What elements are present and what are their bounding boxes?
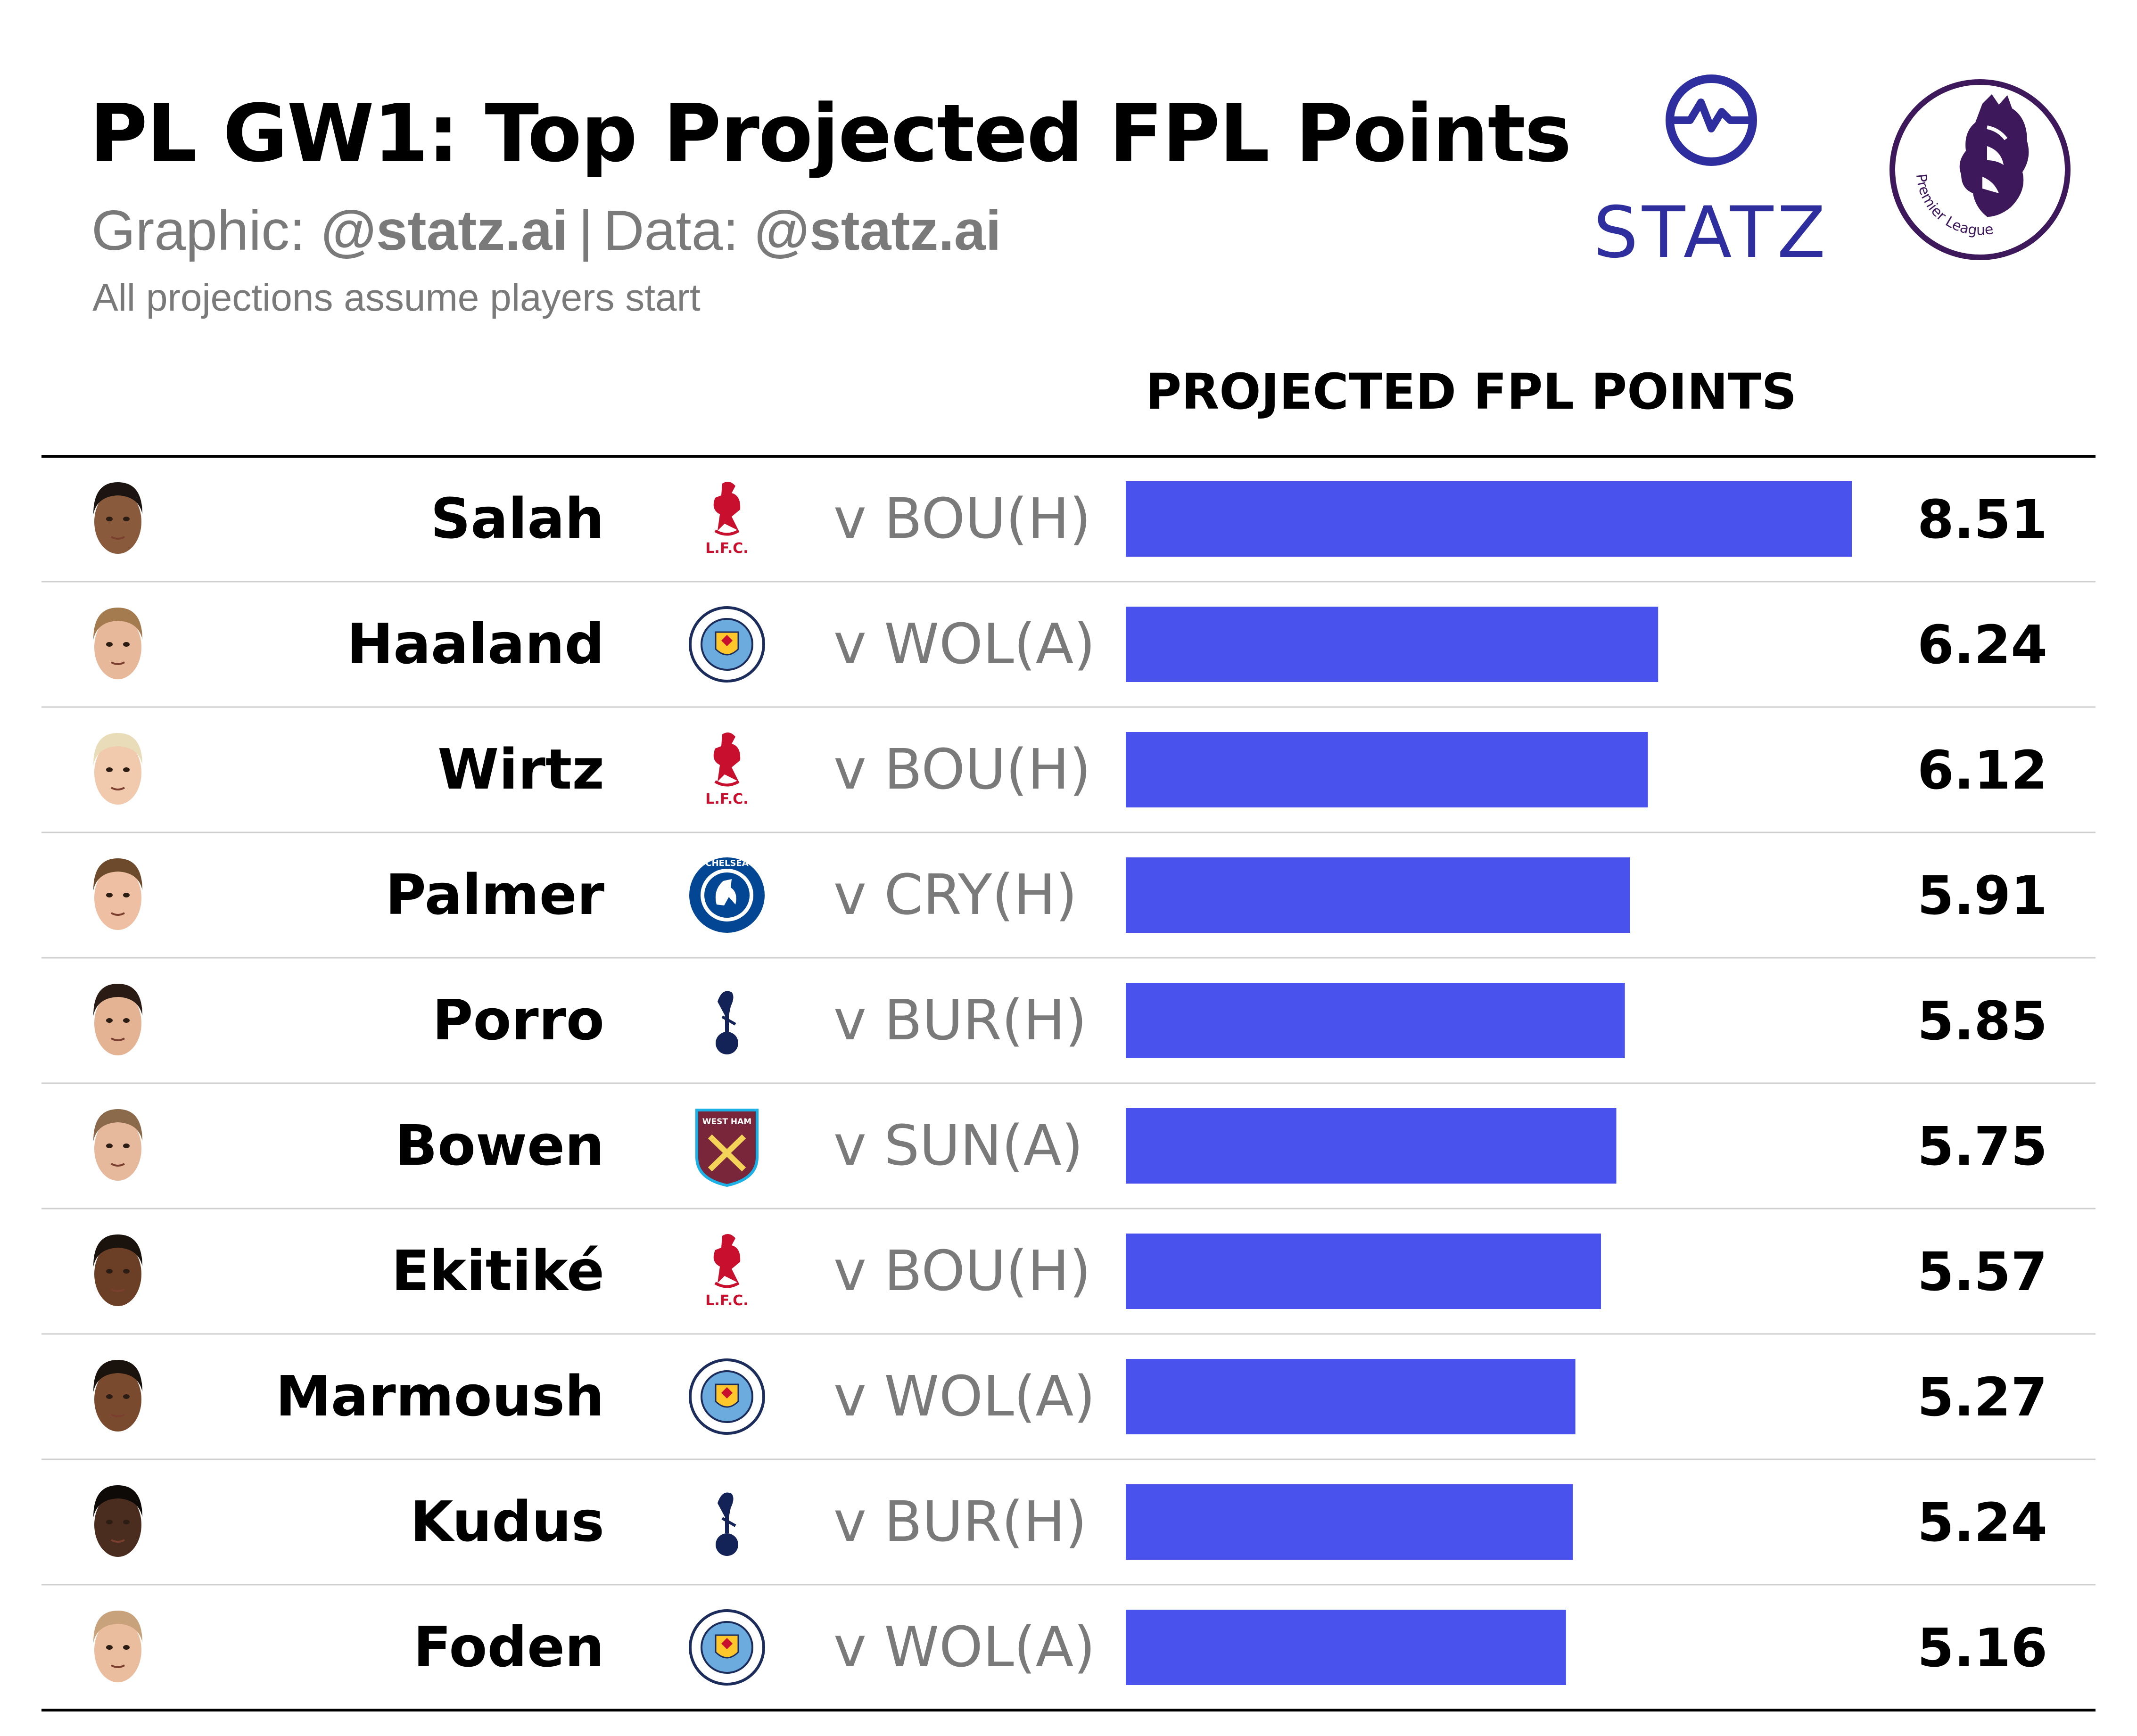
player-name: Kudus <box>410 1489 604 1554</box>
table-row: Wirtz L.F.C. v BOU(H) 6.12 <box>41 706 2096 807</box>
club-crest-icon: WEST HAM <box>695 1109 759 1187</box>
projection-bar <box>1126 857 1630 933</box>
player-name: Bowen <box>395 1113 604 1178</box>
club-crest-icon <box>716 991 738 1054</box>
player-name: Marmoush <box>275 1364 604 1429</box>
projection-bar <box>1126 732 1648 807</box>
table-row: Bowen WEST HAM v SUN(A) 5.75 <box>41 1082 2096 1187</box>
credit-graphic-label: Graphic: <box>91 199 305 262</box>
table-row: Foden v WOL(A) 5.16 <box>41 1584 2096 1686</box>
fixture-label: v BOU(H) <box>833 1238 1091 1303</box>
player-avatar <box>93 984 142 1055</box>
credit-graphic-handle: @statz.ai <box>321 199 568 262</box>
club-crest-icon: L.F.C. <box>705 1234 749 1309</box>
lion-icon <box>1959 94 2029 217</box>
player-avatar <box>93 1611 142 1682</box>
player-name: Haaland <box>347 611 604 676</box>
projected-points-value: 8.51 <box>1917 489 2047 551</box>
table-row: Salah L.F.C. v BOU(H) 8.51 <box>93 481 2047 557</box>
projection-note: All projections assume players start <box>92 276 701 319</box>
table-row: Haaland v WOL(A) 6.24 <box>41 581 2096 683</box>
projected-points-value: 5.85 <box>1917 991 2047 1052</box>
player-avatar <box>93 1485 142 1557</box>
statz-logo-text: STATZ <box>1593 192 1830 271</box>
projected-points-value: 5.91 <box>1917 865 2047 927</box>
club-crest-icon <box>689 1358 765 1435</box>
club-crest-icon <box>716 1492 738 1556</box>
player-name: Porro <box>432 987 604 1053</box>
projection-bar <box>1126 1234 1601 1309</box>
projected-points-value: 5.16 <box>1917 1618 2047 1679</box>
player-name: Wirtz <box>437 737 604 802</box>
projected-points-value: 6.24 <box>1917 615 2047 676</box>
fixture-label: v BOU(H) <box>833 737 1091 802</box>
credit-line: Graphic: @statz.ai | Data: @statz.ai <box>91 198 1001 263</box>
projection-bar <box>1126 481 1852 557</box>
fixture-label: v BUR(H) <box>833 987 1087 1053</box>
projection-bar <box>1126 983 1625 1058</box>
table-row: Porro v BUR(H) 5.85 <box>41 957 2096 1058</box>
projected-points-value: 5.75 <box>1917 1116 2047 1177</box>
projected-points-value: 5.57 <box>1917 1242 2047 1303</box>
column-header-projected-points: PROJECTED FPL POINTS <box>1146 363 1797 420</box>
svg-text:CHELSEA: CHELSEA <box>705 858 748 868</box>
svg-text:L.F.C.: L.F.C. <box>705 540 748 557</box>
fixture-label: v WOL(A) <box>833 611 1095 676</box>
projection-bar <box>1126 1484 1573 1560</box>
credit-data-handle: @statz.ai <box>754 199 1001 262</box>
club-crest-icon: L.F.C. <box>705 732 749 807</box>
player-name: Ekitiké <box>391 1238 604 1303</box>
club-crest-icon <box>689 1609 765 1686</box>
fixture-label: v WOL(A) <box>833 1614 1095 1679</box>
svg-text:L.F.C.: L.F.C. <box>705 791 748 807</box>
projection-bar <box>1126 1610 1566 1685</box>
player-avatar <box>93 482 142 554</box>
club-crest-icon <box>689 606 765 683</box>
fixture-label: v BUR(H) <box>833 1489 1087 1554</box>
player-avatar <box>93 858 142 930</box>
chart-title: PL GW1: Top Projected FPL Points <box>90 87 1572 180</box>
fixture-label: v SUN(A) <box>833 1113 1083 1178</box>
player-avatar <box>93 1234 142 1306</box>
table-row: Marmoush v WOL(A) 5.27 <box>41 1333 2096 1435</box>
svg-text:L.F.C.: L.F.C. <box>705 1292 748 1309</box>
player-avatar <box>93 608 142 679</box>
player-name: Foden <box>413 1614 604 1679</box>
credit-separator: | <box>578 199 593 262</box>
fixture-label: v WOL(A) <box>833 1364 1095 1429</box>
projection-bar <box>1126 1108 1617 1184</box>
club-crest-icon: L.F.C. <box>705 482 749 557</box>
svg-text:WEST HAM: WEST HAM <box>702 1117 751 1127</box>
credit-data-label: Data: <box>603 199 739 262</box>
projected-points-value: 5.27 <box>1917 1367 2047 1428</box>
projection-bar <box>1126 607 1658 682</box>
player-name: Palmer <box>385 862 604 927</box>
table-row: Palmer CHELSEA v CRY(H) 5.91 <box>41 831 2096 933</box>
premier-league-logo: Premier League <box>1889 79 2071 260</box>
player-avatar <box>93 1109 142 1181</box>
projected-points-value: 6.12 <box>1917 740 2047 801</box>
table-row: Ekitiké L.F.C. v BOU(H) 5.57 <box>41 1208 2096 1309</box>
table-row: Kudus v BUR(H) 5.24 <box>41 1458 2096 1560</box>
fixture-label: v CRY(H) <box>833 862 1077 927</box>
statz-logo-pulse-icon <box>1667 99 1755 132</box>
statz-logo: STATZ <box>1593 74 1830 271</box>
player-avatar <box>93 1360 142 1432</box>
projected-points-value: 5.24 <box>1917 1492 2047 1554</box>
player-avatar <box>93 733 142 805</box>
club-crest-icon: CHELSEA <box>689 857 765 933</box>
fixture-label: v BOU(H) <box>833 486 1091 551</box>
projection-bar <box>1126 1359 1576 1434</box>
player-name: Salah <box>430 486 604 551</box>
